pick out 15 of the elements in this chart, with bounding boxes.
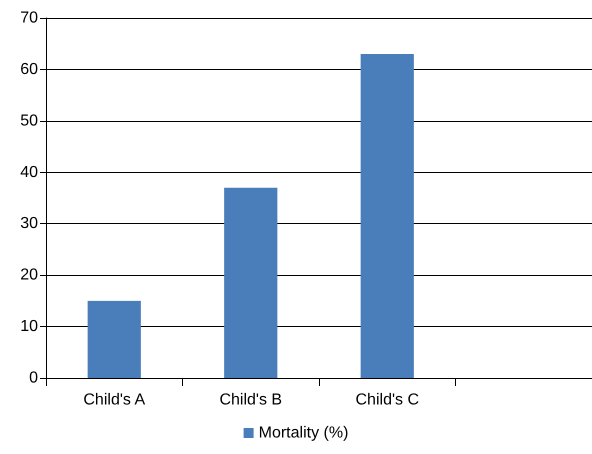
x-tick-label: Child's B <box>219 392 282 408</box>
y-tick-label: 60 <box>20 60 38 78</box>
y-tick-label: 10 <box>20 318 38 336</box>
legend-label: Mortality (%) <box>258 424 348 442</box>
bar <box>224 188 278 378</box>
y-tick-label: 0 <box>29 370 38 386</box>
y-tick-label: 70 <box>20 10 38 26</box>
x-tick-label: Child's A <box>83 392 146 408</box>
bar <box>360 54 414 378</box>
bar <box>88 300 141 378</box>
x-tick-label: Child's C <box>355 392 420 408</box>
y-tick-label: 50 <box>20 112 38 130</box>
y-tick-label: 30 <box>20 215 38 232</box>
y-tick-label: 40 <box>20 164 38 181</box>
y-tick-label: 20 <box>20 266 38 284</box>
